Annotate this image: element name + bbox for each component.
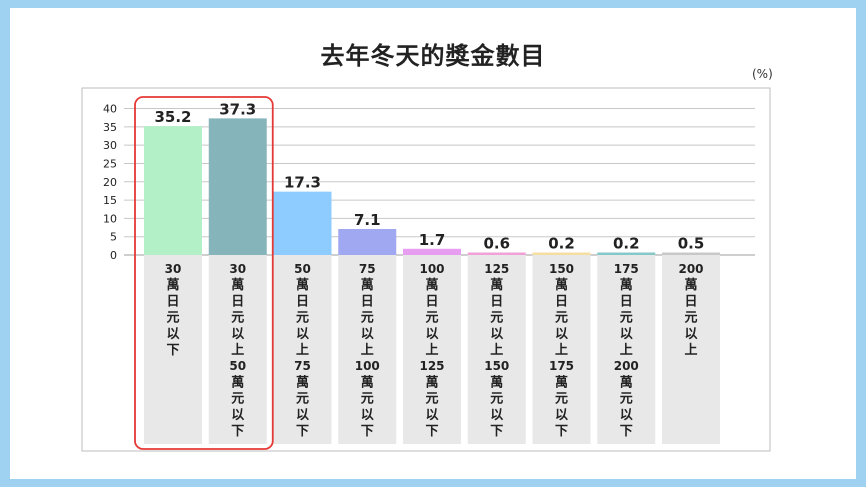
value-label: 7.1 [354, 211, 381, 229]
category-label-background [532, 255, 591, 444]
y-tick-label: 40 [103, 103, 117, 116]
bar [597, 252, 656, 255]
category-label: 125 萬日元以上 150 萬元以下 [484, 262, 509, 439]
category-label-background [597, 255, 656, 444]
y-tick-label: 30 [103, 139, 117, 152]
value-label: 1.7 [419, 231, 446, 249]
category-label: 150 萬日元以上 175 萬元以下 [549, 262, 574, 439]
category-label-background [662, 255, 720, 444]
category-label-background [144, 255, 202, 444]
y-tick-label: 15 [103, 194, 117, 207]
category-label: 100 萬日元以上 125 萬元以下 [419, 262, 444, 439]
bar [467, 252, 526, 255]
category-label: 30 萬日元以上 50 萬元以下 [229, 262, 246, 439]
value-label: 0.2 [613, 235, 640, 253]
category-label: 50 萬日元以上 75 萬元以下 [294, 262, 311, 439]
chart-title: 去年冬天的獎金數目 [320, 42, 546, 70]
category-label-background [208, 255, 267, 444]
category-label-background [403, 255, 461, 444]
category-label-background [467, 255, 526, 444]
bar [532, 252, 591, 255]
bar [662, 252, 720, 255]
bar [338, 228, 397, 255]
y-tick-label: 20 [103, 176, 117, 189]
value-label: 0.6 [483, 235, 510, 253]
category-label: 30 萬日元以下 [165, 262, 182, 358]
bar [273, 191, 332, 255]
category-label-background [338, 255, 397, 444]
bars [144, 118, 720, 255]
y-tick-label: 0 [110, 249, 117, 262]
y-tick-label: 25 [103, 157, 117, 170]
bar [144, 126, 202, 255]
category-label: 75 萬日元以上 100 萬元以下 [355, 262, 380, 439]
category-label-backgrounds [144, 255, 720, 444]
unit-label: (%) [752, 67, 773, 81]
value-label: 35.2 [154, 108, 191, 126]
value-label: 17.3 [284, 174, 321, 192]
y-tick-label: 10 [103, 212, 117, 225]
y-tick-label: 5 [110, 231, 117, 244]
value-label: 37.3 [219, 100, 256, 118]
category-label: 175 萬日元以上 200 萬元以下 [614, 262, 639, 439]
value-label: 0.2 [548, 235, 575, 253]
bar [208, 118, 267, 255]
y-axis: 0 5 10 15 20 25 30 35 40 [103, 103, 117, 263]
category-label-background [273, 255, 332, 444]
value-labels: 35.2 37.3 17.3 7.1 1.7 0.6 0.2 0.2 0.5 [154, 100, 704, 252]
value-label: 0.5 [678, 235, 705, 253]
bar [403, 248, 461, 255]
category-label: 200 萬日元以上 [678, 262, 703, 358]
highlight-box [134, 96, 274, 450]
highlight-group [134, 96, 274, 450]
y-tick-label: 35 [103, 121, 117, 134]
category-labels: 30 萬日元以下 30 萬日元以上 50 萬元以下 50 萬日元以上 75 萬元以下 75 萬日元以上… [165, 262, 704, 439]
